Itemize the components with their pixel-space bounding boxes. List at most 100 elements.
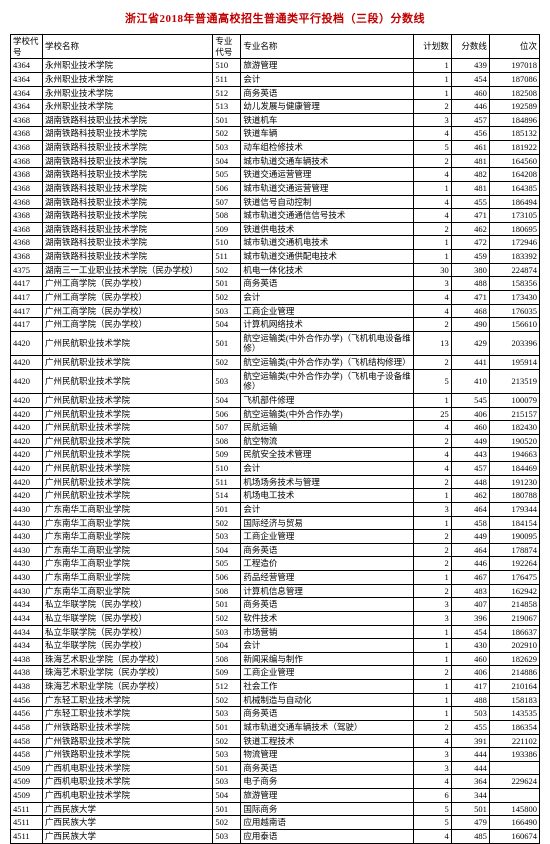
table-row: 4511广西民族大学503应用泰语4485160674: [11, 829, 540, 843]
cell-major-name: 计算机信息管理: [241, 584, 413, 598]
cell-plan: 2: [413, 434, 451, 448]
cell-school-code: 4430: [11, 584, 43, 598]
cell-score: 472: [451, 236, 489, 250]
cell-score: 460: [451, 421, 489, 435]
cell-score: 455: [451, 720, 489, 734]
cell-score: 464: [451, 543, 489, 557]
table-row: 4420广州民航职业技术学院507民航运输4460182430: [11, 421, 540, 435]
cell-school-code: 4420: [11, 393, 43, 407]
cell-school-code: 4430: [11, 543, 43, 557]
cell-school-name: 湖南铁路科技职业技术学院: [43, 181, 213, 195]
cell-school-code: 4456: [11, 707, 43, 721]
cell-score: 406: [451, 666, 489, 680]
cell-major-name: 铁道供电技术: [241, 222, 413, 236]
cell-plan: 3: [413, 598, 451, 612]
cell-plan: 5: [413, 816, 451, 830]
cell-score: 471: [451, 290, 489, 304]
cell-school-code: 4368: [11, 195, 43, 209]
col-major-code: 专业代号: [213, 35, 241, 59]
cell-school-code: 4509: [11, 789, 43, 803]
cell-school-code: 4368: [11, 181, 43, 195]
cell-major-name: 软件技术: [241, 611, 413, 625]
cell-school-name: 广州民航职业技术学院: [43, 331, 213, 355]
cell-school-code: 4420: [11, 448, 43, 462]
cell-major-name: 社会工作: [241, 680, 413, 694]
cell-school-name: 珠海艺术职业学院（民办学校）: [43, 680, 213, 694]
cell-major-code: 501: [213, 598, 241, 612]
cell-plan: 4: [413, 304, 451, 318]
cell-score: 467: [451, 571, 489, 585]
cell-school-name: 广西民族大学: [43, 816, 213, 830]
cell-major-name: 铁道交通运营管理: [241, 168, 413, 182]
cell-score: 417: [451, 680, 489, 694]
cell-rank: 158183: [489, 693, 539, 707]
cell-major-code: 509: [213, 666, 241, 680]
col-school-name: 学校名称: [43, 35, 213, 59]
cell-score: 439: [451, 59, 489, 73]
page-title: 浙江省2018年普通高校招生普通类平行投档（三段）分数线: [10, 6, 540, 34]
cell-major-code: 514: [213, 489, 241, 503]
cell-school-code: 4430: [11, 571, 43, 585]
table-row: 4417广州工商学院（民办学校）501商务英语3488158356: [11, 277, 540, 291]
cell-plan: 1: [413, 86, 451, 100]
cell-major-code: 503: [213, 625, 241, 639]
cell-score: 410: [451, 369, 489, 393]
cell-plan: 1: [413, 489, 451, 503]
table-row: 4509广西机电职业技术学院501商务英语3444: [11, 761, 540, 775]
cell-school-name: 广东南华工商职业学院: [43, 584, 213, 598]
cell-plan: 1: [413, 181, 451, 195]
cell-plan: 4: [413, 290, 451, 304]
cell-major-code: 502: [213, 693, 241, 707]
cell-major-name: 商务英语: [241, 707, 413, 721]
cell-major-code: 502: [213, 263, 241, 277]
cell-school-name: 广东南华工商职业学院: [43, 557, 213, 571]
cell-rank: 192589: [489, 100, 539, 114]
cell-school-code: 4420: [11, 434, 43, 448]
col-plan: 计划数: [413, 35, 451, 59]
cell-school-code: 4364: [11, 86, 43, 100]
cell-major-code: 504: [213, 318, 241, 332]
table-row: 4420广州民航职业技术学院501航空运输类(中外合作办学)（飞机机电设备维修）…: [11, 331, 540, 355]
cell-school-code: 4417: [11, 290, 43, 304]
cell-school-code: 4420: [11, 475, 43, 489]
cell-plan: 2: [413, 530, 451, 544]
cell-rank: 164385: [489, 181, 539, 195]
cell-school-code: 4430: [11, 516, 43, 530]
table-row: 4368湖南铁路科技职业技术学院501铁道机车3457184896: [11, 113, 540, 127]
table-row: 4368湖南铁路科技职业技术学院503动车组检修技术5461181922: [11, 141, 540, 155]
cell-rank: 182508: [489, 86, 539, 100]
cell-school-name: 私立华联学院（民办学校）: [43, 611, 213, 625]
cell-school-name: 永州职业技术学院: [43, 72, 213, 86]
table-row: 4434私立华联学院（民办学校）502软件技术3396219067: [11, 611, 540, 625]
cell-major-code: 502: [213, 356, 241, 370]
cell-school-name: 私立华联学院（民办学校）: [43, 625, 213, 639]
col-rank: 位次: [489, 35, 539, 59]
table-row: 4430广东南华工商职业学院501会计3464179344: [11, 502, 540, 516]
cell-rank: 186494: [489, 195, 539, 209]
cell-plan: 2: [413, 584, 451, 598]
cell-school-name: 广州民航职业技术学院: [43, 489, 213, 503]
cell-plan: 5: [413, 141, 451, 155]
cell-major-name: 商务英语: [241, 86, 413, 100]
cell-school-code: 4511: [11, 816, 43, 830]
table-row: 4458广州铁路职业技术学院501城市轨道交通车辆技术（驾驶）245518635…: [11, 720, 540, 734]
cell-plan: 2: [413, 475, 451, 489]
cell-major-code: 511: [213, 72, 241, 86]
cell-rank: 164208: [489, 168, 539, 182]
cell-major-name: 航空物流: [241, 434, 413, 448]
cell-score: 479: [451, 816, 489, 830]
cell-school-code: 4368: [11, 222, 43, 236]
table-row: 4420广州民航职业技术学院503航空运输类(中外合作办学)（飞机电子设备维修）…: [11, 369, 540, 393]
cell-school-name: 湖南三一工业职业技术学院（民办学校）: [43, 263, 213, 277]
cell-rank: 190520: [489, 434, 539, 448]
cell-score: 454: [451, 625, 489, 639]
cell-school-name: 广西机电职业技术学院: [43, 789, 213, 803]
cell-major-code: 503: [213, 530, 241, 544]
cell-score: 441: [451, 356, 489, 370]
cell-school-name: 永州职业技术学院: [43, 59, 213, 73]
cell-major-code: 504: [213, 789, 241, 803]
table-row: 4511广西民族大学502应用越南语5479166490: [11, 816, 540, 830]
cell-score: 457: [451, 113, 489, 127]
cell-score: 457: [451, 462, 489, 476]
cell-school-code: 4420: [11, 331, 43, 355]
